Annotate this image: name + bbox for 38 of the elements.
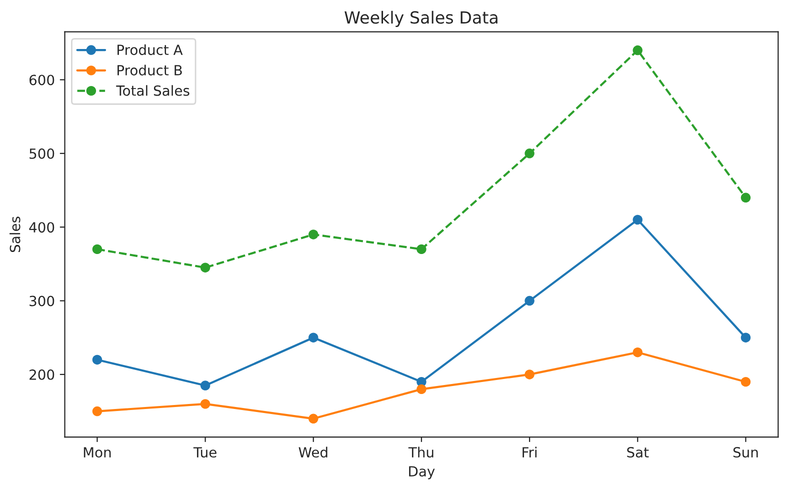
point bbox=[200, 399, 210, 409]
y-tick-label: 600 bbox=[30, 74, 54, 86]
y-tick-label: 500 bbox=[30, 148, 54, 159]
point bbox=[524, 148, 534, 158]
point bbox=[416, 384, 426, 394]
point bbox=[632, 214, 642, 225]
point bbox=[308, 332, 318, 342]
x-tick-label: Mon bbox=[84, 447, 111, 458]
x-axis-title: Day bbox=[409, 466, 435, 480]
x-tick-label: Sun bbox=[733, 447, 758, 458]
point bbox=[308, 230, 318, 240]
point bbox=[740, 332, 751, 342]
x-tick-label: Thu bbox=[408, 446, 434, 458]
point bbox=[92, 354, 102, 365]
point bbox=[200, 262, 210, 272]
y-tick-label: 200 bbox=[30, 369, 54, 380]
y-tick-label: 400 bbox=[29, 222, 54, 233]
y-axis-title: Sales bbox=[10, 216, 20, 252]
x-tick-label: Wed bbox=[298, 446, 328, 458]
x-tick-label: Sat bbox=[627, 447, 649, 458]
legend-label: Product A bbox=[118, 44, 183, 56]
point bbox=[524, 370, 534, 380]
point bbox=[524, 296, 534, 306]
point bbox=[200, 380, 210, 390]
point bbox=[92, 406, 102, 416]
point bbox=[308, 414, 318, 424]
point bbox=[740, 192, 751, 202]
legend-label: Product B bbox=[118, 64, 182, 76]
point bbox=[416, 244, 426, 254]
y-tick-label: 300 bbox=[30, 296, 54, 306]
point bbox=[740, 376, 751, 387]
x-tick-label: Fri bbox=[522, 446, 537, 458]
point bbox=[632, 45, 642, 56]
point bbox=[92, 244, 102, 254]
x-tick-label: Tue bbox=[193, 447, 216, 458]
legend-label: Total Sales bbox=[116, 85, 190, 96]
point bbox=[632, 347, 642, 358]
chart-title: Weekly Sales Data bbox=[344, 10, 498, 27]
